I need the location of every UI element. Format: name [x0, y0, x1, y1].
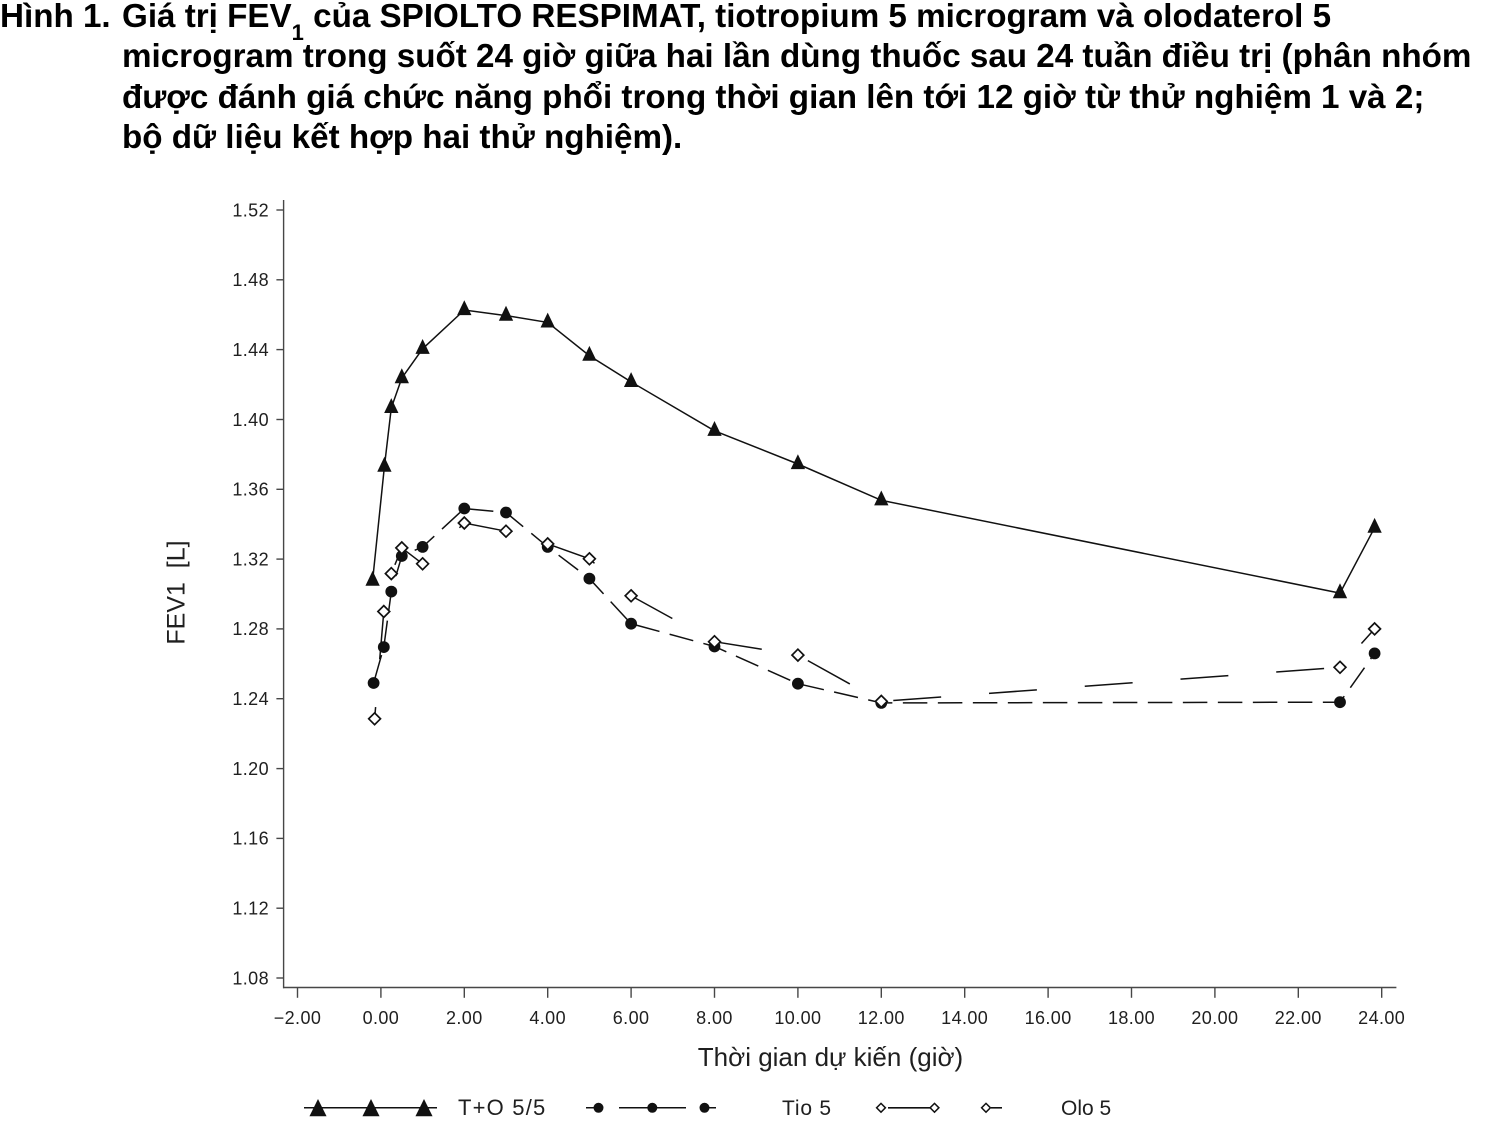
svg-text:1.32: 1.32 [232, 549, 269, 569]
svg-text:16.00: 16.00 [1025, 1008, 1072, 1028]
svg-text:1.24: 1.24 [232, 689, 269, 709]
svg-text:10.00: 10.00 [774, 1008, 821, 1028]
svg-text:FEV1 [L]: FEV1 [L] [163, 540, 191, 644]
svg-text:Tio 5: Tio 5 [782, 1097, 832, 1120]
svg-text:1.08: 1.08 [232, 968, 269, 988]
svg-text:20.00: 20.00 [1191, 1008, 1238, 1028]
svg-text:12.00: 12.00 [858, 1008, 905, 1028]
svg-text:1.40: 1.40 [232, 410, 269, 430]
svg-text:1.20: 1.20 [232, 759, 269, 779]
svg-text:1.28: 1.28 [232, 619, 269, 639]
svg-text:1.44: 1.44 [232, 340, 269, 360]
svg-text:24.00: 24.00 [1358, 1008, 1405, 1028]
svg-text:0.00: 0.00 [363, 1008, 400, 1028]
svg-text:Olo 5: Olo 5 [1061, 1097, 1111, 1120]
svg-text:1.12: 1.12 [232, 899, 269, 919]
svg-text:1.48: 1.48 [232, 270, 269, 290]
svg-text:18.00: 18.00 [1108, 1008, 1155, 1028]
svg-text:14.00: 14.00 [941, 1008, 988, 1028]
svg-text:8.00: 8.00 [696, 1008, 733, 1028]
svg-text:−2.00: −2.00 [274, 1008, 322, 1028]
svg-text:T+O 5/5: T+O 5/5 [458, 1095, 547, 1120]
svg-text:4.00: 4.00 [529, 1008, 566, 1028]
svg-text:1.16: 1.16 [232, 829, 269, 849]
svg-text:1.36: 1.36 [232, 480, 269, 500]
svg-text:22.00: 22.00 [1275, 1008, 1322, 1028]
svg-text:2.00: 2.00 [446, 1008, 483, 1028]
svg-text:1.52: 1.52 [232, 200, 269, 220]
svg-text:Thời gian dự kiến (giờ): Thời gian dự kiến (giờ) [698, 1042, 963, 1072]
svg-text:6.00: 6.00 [613, 1008, 650, 1028]
